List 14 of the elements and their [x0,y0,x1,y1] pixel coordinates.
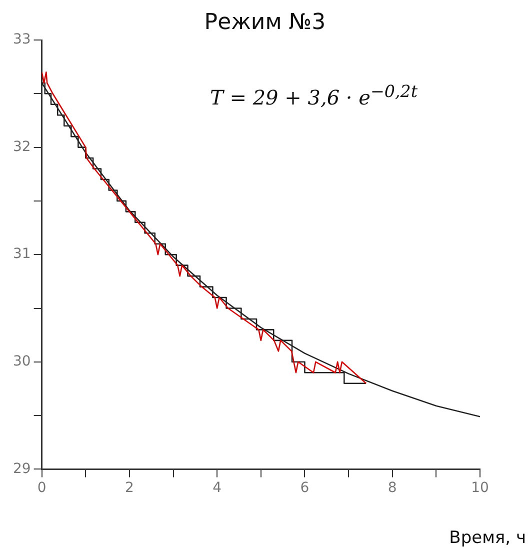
x-tick-label: 10 [471,480,489,496]
x-tick-label: 4 [212,480,222,496]
y-tick-label: 29 [12,460,31,477]
x-tick-label: 8 [388,480,397,496]
y-tick-label: 31 [12,246,31,262]
x-tick-label: 6 [300,480,310,496]
x-tick-label: 2 [124,480,134,496]
x-tick-label: 0 [37,480,46,496]
x-axis-title: Время, ч [449,528,526,548]
y-tick-label: 33 [12,32,31,48]
y-tick-label: 30 [12,354,31,370]
chart-title: Режим №3 [204,10,326,35]
annotation: T = 29 + 3,6 · e$^{−0,2t}$ [210,82,418,110]
y-tick-label: 32 [12,138,31,155]
